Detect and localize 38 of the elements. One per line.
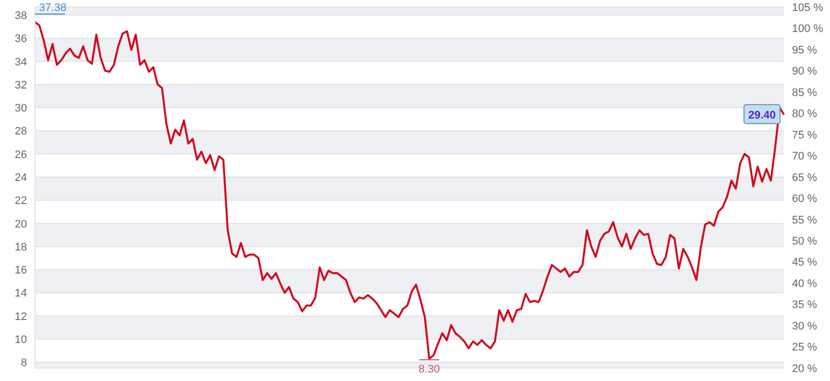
y2-tick-label: 20 %	[792, 362, 818, 375]
y-tick-label: 24	[14, 172, 27, 184]
y2-tick-label: 80 %	[792, 108, 818, 120]
y2-tick-label: 85 %	[792, 86, 818, 99]
annotation: 29.40	[748, 110, 776, 122]
annotation: 37.38	[39, 2, 67, 14]
y-tick-label: 12	[14, 310, 27, 323]
y2-tick-label: 55 %	[792, 214, 818, 226]
y-tick-label: 28	[14, 126, 27, 138]
y2-tick-label: 100 %	[792, 23, 824, 36]
y-tick-label: 16	[14, 264, 27, 277]
line-series	[34, 21, 785, 360]
y-tick-label: 26	[14, 148, 27, 161]
y-tick-label: 10	[14, 334, 27, 346]
annotation: 8.30	[418, 364, 440, 376]
y2-tick-label: 75 %	[792, 129, 818, 142]
y2-tick-label: 70 %	[792, 150, 818, 163]
y2-tick-label: 25 %	[792, 342, 818, 354]
y-tick-label: 22	[14, 195, 27, 208]
y2-tick-label: 60 %	[792, 193, 818, 206]
y-tick-label: 38	[14, 10, 27, 22]
y-tick-label: 20	[14, 218, 27, 230]
y2-tick-label: 35 %	[792, 299, 818, 312]
y2-tick-label: 40 %	[792, 278, 818, 290]
y2-tick-label: 30 %	[792, 320, 818, 332]
y-tick-label: 36	[14, 33, 27, 46]
y2-tick-label: 45 %	[792, 256, 818, 269]
y2-tick-label: 50 %	[792, 235, 818, 248]
y-tick-label: 32	[14, 79, 27, 92]
y2-tick-label: 90 %	[792, 66, 818, 78]
y2-tick-label: 105 %	[792, 2, 824, 14]
y-tick-label: 34	[14, 56, 27, 68]
y-tick-label: 8	[20, 357, 27, 370]
y2-tick-label: 65 %	[792, 172, 818, 184]
y-tick-label: 30	[14, 102, 27, 115]
y-tick-label: 14	[14, 288, 27, 300]
y2-tick-label: 95 %	[792, 44, 818, 56]
y-tick-label: 18	[14, 241, 27, 254]
